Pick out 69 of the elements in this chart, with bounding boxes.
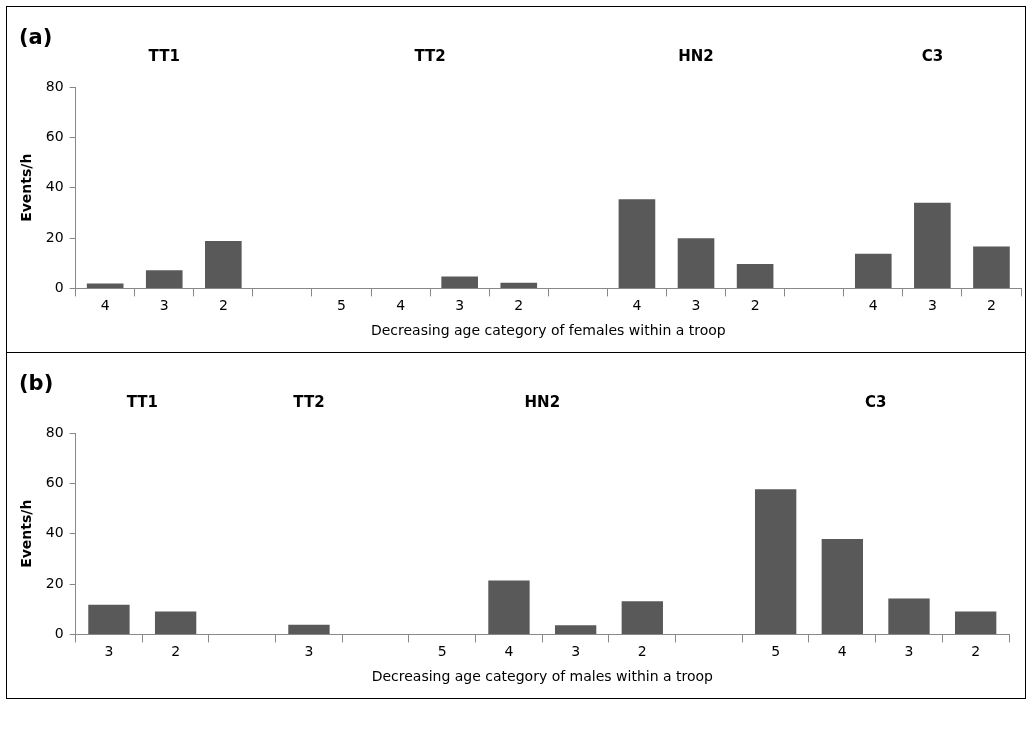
x-tick-label: 4 <box>837 643 847 660</box>
y-tick-label: 80 <box>45 77 64 94</box>
y-tick-label: 40 <box>45 524 64 541</box>
x-tick-label: 3 <box>159 297 169 314</box>
bar <box>854 253 892 288</box>
x-tick-label: 4 <box>504 643 514 660</box>
bar <box>914 202 951 288</box>
y-axis-title: Events/h <box>18 499 35 568</box>
x-tick-label: 2 <box>750 297 760 314</box>
text: TT1 <box>148 46 180 65</box>
bar <box>736 263 774 288</box>
bar <box>88 604 130 634</box>
y-tick-label: 0 <box>54 625 64 642</box>
bar <box>973 246 1010 288</box>
x-tick-label: 3 <box>455 297 465 314</box>
bar <box>288 624 330 634</box>
y-axis-title: Events/h <box>18 153 35 222</box>
x-tick-label: 4 <box>396 297 406 314</box>
x-tick-label: 3 <box>691 297 701 314</box>
text: TT2 <box>414 46 446 65</box>
x-tick-label: 3 <box>104 643 114 660</box>
x-axis-title: Decreasing age category of males within a troop <box>371 668 714 685</box>
y-tick-label: 80 <box>45 423 64 440</box>
bar <box>677 238 715 288</box>
x-tick-label: 5 <box>771 643 781 660</box>
y-tick-label: 60 <box>45 473 64 490</box>
text: HN2 <box>678 46 714 65</box>
bar <box>205 241 242 288</box>
text: C3 <box>864 392 887 411</box>
text: TT2 <box>293 392 325 411</box>
x-tick-label: 3 <box>904 643 914 660</box>
x-tick-label: 4 <box>632 297 642 314</box>
bar <box>145 270 183 288</box>
x-tick-label: 3 <box>571 643 581 660</box>
bar <box>488 580 530 634</box>
y-tick-label: 20 <box>45 574 64 591</box>
x-tick-label: 2 <box>637 643 647 660</box>
bar <box>821 538 863 634</box>
text: TT1 <box>126 392 158 411</box>
bar <box>554 625 597 634</box>
bar <box>621 601 663 634</box>
bar <box>86 283 124 288</box>
x-tick-label: 2 <box>218 297 228 314</box>
bar <box>441 276 478 288</box>
x-axis-title: Decreasing age category of females within a troop <box>370 322 726 339</box>
bar <box>888 598 930 634</box>
y-tick-label: 60 <box>45 127 64 144</box>
chart-title: (a) <box>19 25 53 49</box>
bar <box>618 199 656 288</box>
x-tick-label: 2 <box>171 643 181 660</box>
text: HN2 <box>524 392 561 411</box>
x-tick-label: 2 <box>987 297 996 314</box>
bar <box>500 282 538 288</box>
bar <box>955 611 997 634</box>
x-tick-label: 5 <box>437 643 447 660</box>
chart-title: (b) <box>19 371 54 395</box>
x-tick-label: 2 <box>514 297 524 314</box>
y-tick-label: 0 <box>54 279 64 296</box>
y-tick-label: 40 <box>45 178 64 195</box>
x-tick-label: 2 <box>971 643 981 660</box>
text: C3 <box>921 46 944 65</box>
x-tick-label: 3 <box>304 643 314 660</box>
x-tick-label: 4 <box>868 297 878 314</box>
x-tick-label: 4 <box>100 297 110 314</box>
y-tick-label: 20 <box>45 228 64 245</box>
bar <box>754 489 797 634</box>
x-tick-label: 5 <box>337 297 346 314</box>
bar <box>154 611 197 634</box>
x-tick-label: 3 <box>927 297 937 314</box>
